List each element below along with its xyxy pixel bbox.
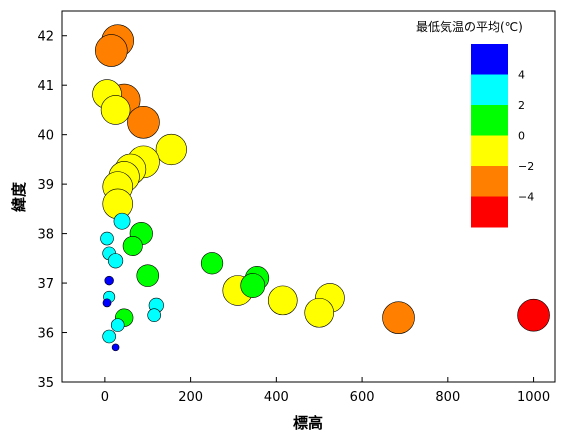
- y-tick-label: 39: [37, 178, 54, 193]
- data-point: [122, 235, 143, 256]
- legend-color-band: [471, 196, 508, 228]
- data-point: [104, 275, 114, 286]
- y-tick-label: 37: [37, 277, 54, 292]
- y-tick-label: 40: [37, 129, 54, 144]
- legend-label: −4: [518, 191, 534, 204]
- data-point: [113, 212, 131, 230]
- data-points: [92, 24, 550, 352]
- plot-area-frame: [61, 10, 556, 383]
- data-point: [155, 133, 187, 166]
- x-axis-title: 標高: [293, 414, 323, 432]
- data-point: [111, 343, 120, 352]
- legend-color-band: [471, 166, 508, 197]
- data-point: [382, 301, 415, 334]
- y-tick-label: 41: [37, 79, 54, 94]
- y-tick-label: 42: [37, 30, 54, 45]
- data-point: [102, 298, 112, 308]
- legend-label: 4: [518, 69, 525, 82]
- data-point: [100, 231, 114, 246]
- legend: 最低気温の平均(℃) 4 2 0 −2 −4: [416, 19, 534, 228]
- data-point: [200, 252, 224, 275]
- legend-color-band: [471, 135, 508, 167]
- x-tick-label: 200: [178, 390, 203, 405]
- legend-color-band: [471, 44, 508, 75]
- y-axis-title: 緯度: [10, 181, 28, 212]
- legend-color-band: [471, 105, 508, 136]
- data-point: [95, 34, 128, 67]
- data-point: [147, 308, 161, 323]
- legend-label: −2: [518, 160, 534, 173]
- data-point: [102, 329, 116, 344]
- x-tick-label: 600: [350, 390, 375, 405]
- data-point: [240, 273, 266, 298]
- legend-labels: 4 2 0 −2 −4: [518, 69, 534, 204]
- x-tick-label: 0: [101, 390, 109, 405]
- y-tick-label: 38: [37, 228, 54, 243]
- legend-color-bands: [471, 44, 508, 228]
- data-point: [267, 285, 298, 316]
- legend-color-band: [471, 74, 508, 106]
- y-axis: 35 36 37 38 39 40 41 42: [37, 30, 67, 391]
- x-tick-label: 800: [435, 390, 460, 405]
- data-point: [304, 297, 335, 328]
- legend-label: 0: [518, 130, 525, 143]
- legend-title: 最低気温の平均(℃): [416, 19, 523, 34]
- y-tick-label: 35: [37, 376, 54, 391]
- data-point: [136, 264, 160, 287]
- data-point: [110, 318, 125, 332]
- data-point: [100, 95, 131, 125]
- data-point: [107, 253, 124, 269]
- x-tick-label: 400: [264, 390, 289, 405]
- data-point: [517, 298, 550, 332]
- x-tick-label: 1000: [517, 390, 550, 405]
- y-tick-label: 36: [37, 327, 54, 342]
- x-axis: 0 200 400 600 800 1000: [101, 377, 550, 405]
- data-point: [127, 106, 160, 139]
- legend-label: 2: [518, 99, 525, 112]
